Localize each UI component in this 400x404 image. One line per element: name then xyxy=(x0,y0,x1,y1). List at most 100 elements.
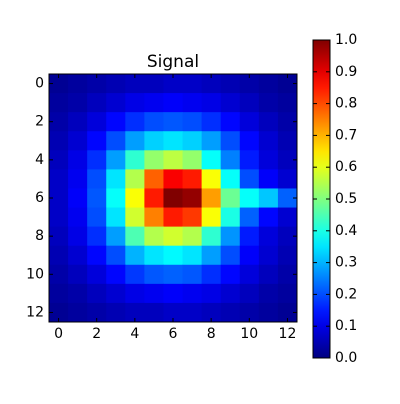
heatmap-cell xyxy=(106,245,126,266)
x-tick-label: 0 xyxy=(54,326,63,342)
heatmap-cell xyxy=(163,226,184,247)
heatmap-cell xyxy=(125,283,145,304)
heatmap-cell xyxy=(277,302,298,323)
chart-title: Signal xyxy=(147,52,199,72)
colorbar-tick-label: 0.6 xyxy=(335,159,357,175)
heatmap-cell xyxy=(239,226,260,247)
heatmap-cell xyxy=(258,207,279,228)
heatmap-cell xyxy=(239,74,260,94)
heatmap-cell xyxy=(239,131,260,151)
heatmap-cell xyxy=(163,302,184,323)
colorbar-tick-label: 0.4 xyxy=(335,223,357,239)
heatmap-cell xyxy=(277,112,298,132)
heatmap-cell xyxy=(87,264,107,285)
heatmap-cell xyxy=(201,207,222,228)
heatmap-cell xyxy=(201,131,222,151)
heatmap-cell xyxy=(277,283,298,304)
heatmap-cell xyxy=(87,150,107,170)
y-tick-label: 10 xyxy=(26,266,44,282)
heatmap-cell xyxy=(87,283,107,304)
heatmap-cell xyxy=(201,245,222,266)
heatmap-cell xyxy=(106,112,126,132)
heatmap-cell xyxy=(182,302,203,323)
heatmap-cell xyxy=(182,264,203,285)
colorbar-tick-label: 0.8 xyxy=(335,96,357,112)
heatmap-cell xyxy=(144,207,164,228)
heatmap-cell xyxy=(68,188,88,209)
heatmap-cell xyxy=(68,302,88,323)
heatmap-cell xyxy=(258,226,279,247)
heatmap-cell xyxy=(87,131,107,151)
heatmap-cell xyxy=(68,74,88,94)
heatmap-cell xyxy=(220,264,241,285)
heatmap-cell xyxy=(144,302,164,323)
x-tick-label: 6 xyxy=(169,326,178,342)
heatmap-cell xyxy=(163,283,184,304)
heatmap-cell xyxy=(125,131,145,151)
heatmap-cell xyxy=(182,150,203,170)
colorbar-tick-label: 0.7 xyxy=(335,127,357,143)
heatmap-cell xyxy=(68,93,88,113)
heatmap-cell xyxy=(201,74,222,94)
x-tick-label: 10 xyxy=(240,326,258,342)
heatmap-cell xyxy=(220,93,241,113)
heatmap-cell xyxy=(68,264,88,285)
heatmap-cell xyxy=(125,150,145,170)
heatmap-cell xyxy=(106,93,126,113)
heatmap-cell xyxy=(106,226,126,247)
heatmap-cell xyxy=(258,188,279,209)
heatmap-cell xyxy=(277,264,298,285)
heatmap-cell xyxy=(68,283,88,304)
heatmap-cell xyxy=(258,169,279,189)
heatmap-cell xyxy=(182,131,203,151)
heatmap-cell xyxy=(220,112,241,132)
heatmap-cell xyxy=(87,93,107,113)
heatmap-cell xyxy=(258,74,279,94)
heatmap-cell xyxy=(220,74,241,94)
heatmap-cell xyxy=(239,112,260,132)
heatmap-cell xyxy=(163,169,184,189)
y-tick-label: 6 xyxy=(35,190,44,206)
heatmap-cell xyxy=(125,245,145,266)
y-tick-label: 12 xyxy=(26,304,44,320)
colorbar-tick-label: 0.1 xyxy=(335,318,357,334)
heatmap-cell xyxy=(106,302,126,323)
heatmap-cell xyxy=(144,169,164,189)
heatmap-cell xyxy=(220,150,241,170)
heatmap-cell xyxy=(277,226,298,247)
heatmap-cell xyxy=(68,207,88,228)
heatmap-cell xyxy=(220,169,241,189)
heatmap-cell xyxy=(182,188,203,209)
heatmap-cell xyxy=(277,207,298,228)
heatmap-cell xyxy=(201,264,222,285)
heatmap-cell xyxy=(49,93,69,113)
heatmap-cell xyxy=(125,74,145,94)
heatmap-cell xyxy=(220,226,241,247)
heatmap-cell xyxy=(125,169,145,189)
heatmap-cell xyxy=(125,226,145,247)
heatmap-cell xyxy=(68,112,88,132)
heatmap-cell xyxy=(163,74,184,94)
heatmap-cell xyxy=(144,131,164,151)
heatmap-cell xyxy=(201,226,222,247)
heatmap-cell xyxy=(125,93,145,113)
y-tick-label: 0 xyxy=(35,76,44,92)
heatmap-cell xyxy=(49,245,69,266)
y-tick-label: 4 xyxy=(35,152,44,168)
heatmap-cell xyxy=(68,226,88,247)
heatmap-cell xyxy=(277,150,298,170)
heatmap-cell xyxy=(277,169,298,189)
heatmap-cell xyxy=(201,302,222,323)
heatmap-cell xyxy=(239,169,260,189)
heatmap-cell xyxy=(258,245,279,266)
heatmap-cell xyxy=(182,112,203,132)
heatmap-cell xyxy=(106,169,126,189)
heatmap-cell xyxy=(87,169,107,189)
heatmap-cell xyxy=(144,74,164,94)
heatmap-cell xyxy=(277,131,298,151)
heatmap-cell xyxy=(87,74,107,94)
heatmap-cell xyxy=(201,150,222,170)
heatmap-cell xyxy=(144,112,164,132)
heatmap-cell xyxy=(277,245,298,266)
heatmap-cell xyxy=(144,245,164,266)
